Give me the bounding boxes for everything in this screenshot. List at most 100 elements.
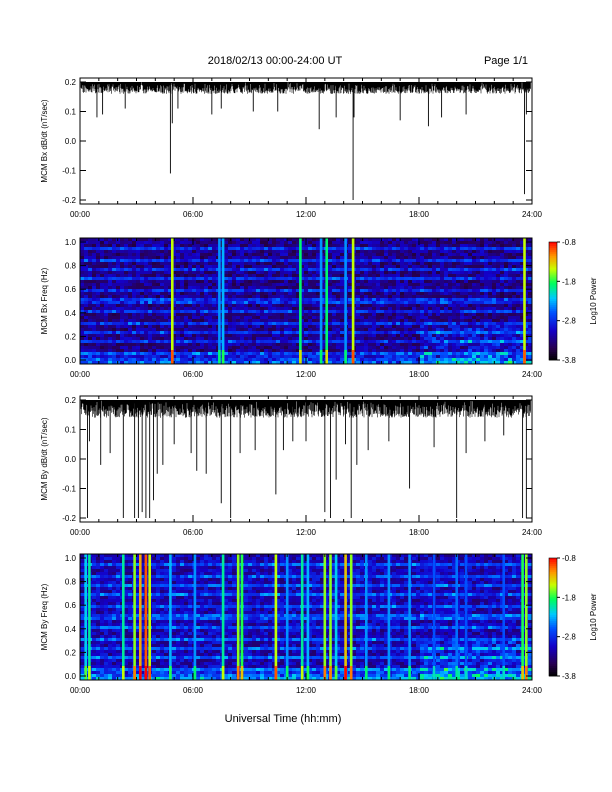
spectrogram-cell [488,277,493,281]
spectrogram-cell [160,271,165,275]
spectrogram-cell [364,268,369,272]
spectrogram-cell [384,298,389,302]
spectrogram-cell [268,283,273,287]
spectrogram-cell [508,268,513,272]
spectrogram-cell [436,331,441,335]
spectrogram-cell [316,352,321,356]
spectrogram-cell [468,289,473,293]
spectrogram-cell [284,361,289,365]
spectrogram-cell [224,346,229,350]
spectrogram-cell [512,298,517,302]
spectrogram-cell [464,295,469,299]
spectrogram-cell [296,289,301,293]
spectrogram-cell [240,349,245,353]
spectrogram-cell [392,328,397,332]
spectrogram-cell [92,238,97,242]
spectrogram-cell [432,337,437,341]
spectrogram-cell [328,331,333,335]
colorbar-swatch [549,314,557,318]
spectrogram-cell [328,286,333,290]
spectrogram-cell [108,304,113,308]
spectrogram-cell [408,319,413,323]
spectrogram-cell [144,241,149,245]
spectrogram-cell [312,358,317,362]
spectrogram-cell [500,307,505,311]
spectrogram-cell [280,289,285,293]
spectrogram-cell [404,301,409,305]
spectrogram-cell [368,271,373,275]
spectrogram-cell [212,322,217,326]
spectrogram-cell [424,301,429,305]
spectrogram-cell [420,346,425,350]
spectrogram-cell [528,343,533,347]
spectrogram-cell [496,301,501,305]
spectral-event-core [299,350,302,364]
spectrogram-cell [412,259,417,263]
spectrogram-cell [136,325,141,329]
spectrogram-cell [436,307,441,311]
spectrogram-cell [332,358,337,362]
spectrogram-cell [92,265,97,269]
spectrogram-cell [468,244,473,248]
spectrogram-cell [492,304,497,308]
spectrogram-cell [96,355,101,359]
spectrogram-cell [280,265,285,269]
spectrogram-cell [304,316,309,320]
spectrogram-cell [180,313,185,317]
spectrogram-cell [88,295,93,299]
spectrogram-cell [516,247,521,251]
spectrogram-cell [168,241,173,245]
spectrogram-cell [292,331,297,335]
spectrogram-cell [420,352,425,356]
spectrogram-cell [340,355,345,359]
spectrogram-cell [288,334,293,338]
spectrogram-cell [504,271,509,275]
spectrogram-cell [404,316,409,320]
spectrogram-cell [124,325,129,329]
spectrogram-cell [428,280,433,284]
spectrogram-cell [204,358,209,362]
spectrogram-cell [240,277,245,281]
spectral-event-core [319,350,323,364]
spectrogram-cell [144,247,149,251]
spectrogram-cell [384,319,389,323]
colorbar-swatch [549,320,557,324]
spectrogram-cell [188,334,193,338]
spectrogram-cell [488,286,493,290]
spectrogram-cell [148,286,153,290]
spectrogram-cell [224,238,229,242]
spectrogram-cell [372,253,377,257]
spectrogram-cell [400,322,405,326]
spectrogram-cell [360,268,365,272]
spectrogram-cell [484,361,489,365]
spectrogram-cell [184,346,189,350]
spectrogram-cell [520,268,525,272]
spectrogram-cell [144,349,149,353]
spectrogram-cell [504,286,509,290]
spectrogram-cell [128,286,133,290]
spectrogram-cell [308,265,313,269]
spectrogram-cell [336,322,341,326]
spectrogram-cell [180,292,185,296]
spectrogram-cell [264,325,269,329]
spectrogram-cell [272,268,277,272]
spectrogram-cell [328,277,333,281]
spectrogram-cell [108,277,113,281]
spectrogram-cell [492,241,497,245]
spectrogram-cell [164,361,169,365]
spectrogram-cell [164,247,169,251]
spectrogram-cell [276,295,281,299]
spectrogram-cell [132,277,137,281]
spectrogram-cell [204,238,209,242]
spectrogram-cell [228,238,233,242]
spectrogram-cell [488,304,493,308]
spectrogram-cell [304,334,309,338]
spectrogram-cell [268,265,273,269]
spectrogram-cell [328,256,333,260]
spectrogram-cell [484,277,489,281]
spectrogram-cell [184,280,189,284]
spectrogram-cell [484,250,489,254]
spectrogram-cell [428,331,433,335]
spectrogram-cell [240,325,245,329]
spectrogram-cell [384,355,389,359]
